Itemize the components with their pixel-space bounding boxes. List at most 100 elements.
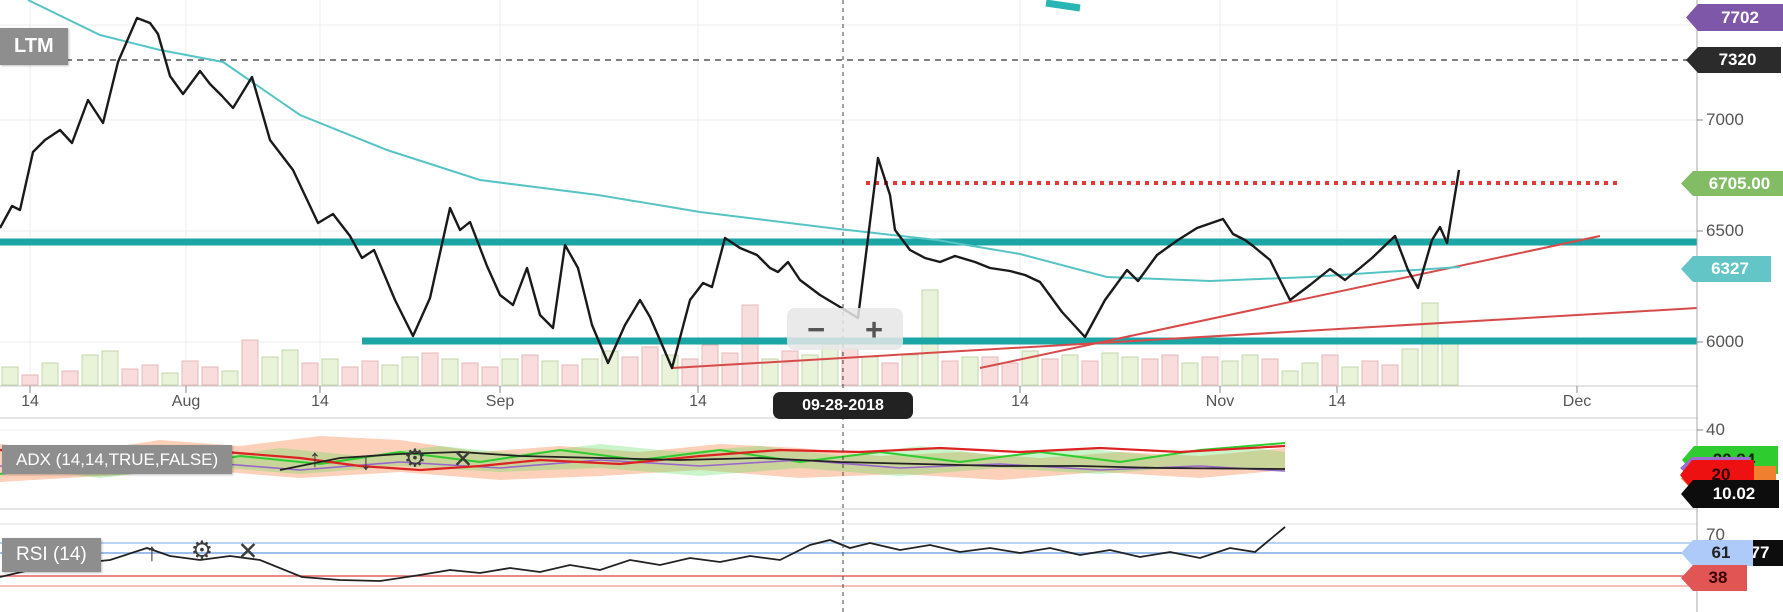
- volume-bar: [1241, 354, 1259, 386]
- arrow-up-icon[interactable]: ↑: [145, 538, 159, 567]
- volume-bar: [941, 360, 959, 386]
- volume-bar: [901, 354, 919, 386]
- volume-bar: [1021, 350, 1039, 386]
- volume-bar: [1121, 356, 1139, 386]
- volume-bar: [861, 356, 879, 386]
- x-axis-label: 14: [689, 393, 707, 410]
- volume-bar: [201, 366, 219, 386]
- volume-bar: [1001, 362, 1019, 386]
- price-line: [0, 16, 1461, 370]
- volume-bar: [621, 356, 639, 386]
- volume-bar: [581, 358, 599, 386]
- volume-bar: [541, 360, 559, 386]
- adx-green-area: [40, 444, 1285, 478]
- volume-bar: [441, 358, 459, 386]
- volume-bar: [421, 352, 439, 386]
- volume-bar: [1281, 370, 1299, 386]
- volume-bar: [1401, 348, 1419, 386]
- price-badge: 38: [1681, 565, 1747, 591]
- volume-bar: [461, 362, 479, 386]
- volume-bar: [1141, 358, 1159, 386]
- teal-fragment: [1045, 0, 1081, 12]
- volume-bar: [1161, 354, 1179, 386]
- volume-bar: [241, 339, 259, 386]
- volume-bar: [1361, 360, 1379, 386]
- y-axis-label: 7000: [1706, 110, 1744, 129]
- series-label-ltm: LTM: [0, 28, 68, 65]
- volume-bar: [981, 356, 999, 386]
- volume-bar: [841, 348, 859, 386]
- volume-bar: [881, 362, 899, 386]
- volume-bar: [1321, 354, 1339, 386]
- volume-bar: [781, 350, 799, 386]
- volume-bar: [281, 349, 299, 386]
- gear-icon[interactable]: ⚙: [190, 536, 214, 565]
- trendline-steep: [979, 235, 1601, 369]
- x-axis-label: 14: [21, 393, 39, 410]
- zoom-in-button[interactable]: +: [864, 311, 884, 347]
- x-axis-label: 14: [1328, 393, 1346, 410]
- volume-bar: [1341, 366, 1359, 386]
- arrow-down-icon[interactable]: ↓: [359, 447, 373, 476]
- volume-bar: [61, 370, 79, 386]
- volume-bar: [681, 358, 699, 386]
- zoom-out-button[interactable]: −: [806, 311, 826, 347]
- volume-bar: [1101, 352, 1119, 386]
- close-icon[interactable]: ✕: [452, 445, 474, 474]
- y-axis-label: 6000: [1706, 332, 1744, 351]
- volume-bar: [481, 366, 499, 386]
- volume-bar: [361, 360, 379, 386]
- indicator-label-adx: ADX (14,14,TRUE,FALSE): [2, 445, 233, 474]
- volume-bar: [181, 360, 199, 386]
- rsi-line: [0, 526, 1286, 582]
- crosshair-date-badge: 09-28-2018: [773, 392, 913, 419]
- volume-bar: [21, 374, 39, 386]
- volume-bar: [1441, 341, 1459, 386]
- volume-bar: [1081, 360, 1099, 386]
- volume-bar: [501, 358, 519, 386]
- volume-bar: [321, 358, 339, 386]
- volume-bar: [1061, 354, 1079, 386]
- adx-red-line: [0, 444, 1286, 472]
- price-badge: 6327: [1681, 256, 1771, 282]
- x-axis-label: Sep: [485, 393, 515, 410]
- moving-average-line: [27, 0, 1461, 283]
- volume-bar: [81, 354, 99, 386]
- indicator-label-rsi: RSI (14): [2, 538, 101, 572]
- volume-bar: [1221, 360, 1239, 386]
- volume-bar: [221, 370, 239, 386]
- volume-bar: [521, 354, 539, 386]
- zoom-control: − +: [787, 308, 903, 350]
- volume-bar: [1041, 358, 1059, 386]
- volume-bar: [101, 350, 119, 386]
- volume-bar: [121, 368, 139, 386]
- volume-bar: [161, 372, 179, 386]
- volume-bar: [1201, 356, 1219, 386]
- volume-bar: [661, 354, 679, 386]
- volume-bar: [741, 304, 759, 386]
- price-badge: 10.02: [1681, 480, 1779, 508]
- price-badge: 7320: [1686, 47, 1781, 73]
- x-axis-label: 14: [311, 393, 329, 410]
- y-axis-label: 40: [1706, 420, 1725, 439]
- volume-bar: [1381, 364, 1399, 386]
- price-badge: 6705.00: [1681, 171, 1783, 196]
- volume-bar: [1, 366, 19, 386]
- volume-bar: [961, 356, 979, 386]
- volume-bar: [761, 358, 779, 386]
- y-axis-label: 70: [1706, 525, 1725, 544]
- x-axis-label: Aug: [171, 393, 201, 410]
- y-axis-label: 6500: [1706, 221, 1744, 240]
- volume-bar: [1181, 362, 1199, 386]
- volume-bar: [341, 366, 359, 386]
- price-badge: 7702: [1686, 4, 1783, 31]
- x-axis-label: 14: [1011, 393, 1029, 410]
- close-icon[interactable]: ✕: [237, 537, 259, 566]
- volume-bar: [41, 362, 59, 386]
- volume-bar: [801, 354, 819, 386]
- volume-bar: [301, 362, 319, 386]
- adx-black-line: [279, 451, 1286, 471]
- gear-icon[interactable]: ⚙: [403, 444, 427, 473]
- arrow-up-icon[interactable]: ↑: [308, 444, 322, 473]
